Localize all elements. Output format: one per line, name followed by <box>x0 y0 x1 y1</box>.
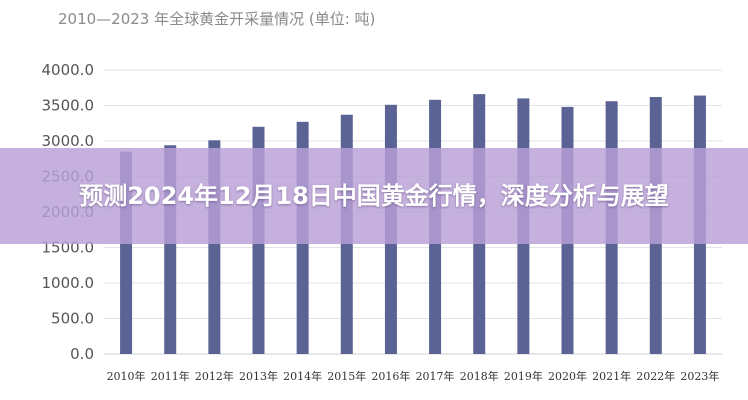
x-axis-tick-labels: 2010年 2011年 2012年 2013年 2014年 2015年 2016年 2017年… <box>107 369 720 383</box>
x-tick-label: 2022年 <box>636 369 675 383</box>
y-tick-label: 0.0 <box>70 345 94 363</box>
x-tick-label: 2016年 <box>371 369 410 383</box>
x-tick-label: 2019年 <box>504 369 543 383</box>
x-tick-label: 2012年 <box>195 369 234 383</box>
y-tick-label: 3000.0 <box>42 132 95 150</box>
headline-text: 预测2024年12月18日中国黄金行情，深度分析与展望 <box>79 182 669 210</box>
y-tick-label: 500.0 <box>51 310 94 328</box>
x-tick-label: 2020年 <box>548 369 587 383</box>
x-tick-label: 2013年 <box>239 369 278 383</box>
chart-title: 2010—2023 年全球黄金开采量情况 (单位: 吨) <box>58 10 375 28</box>
x-tick-label: 2010年 <box>107 369 146 383</box>
x-tick-label: 2018年 <box>460 369 499 383</box>
x-tick-label: 2015年 <box>327 369 366 383</box>
x-tick-label: 2017年 <box>416 369 455 383</box>
headline-banner: 预测2024年12月18日中国黄金行情，深度分析与展望 <box>0 148 748 244</box>
x-tick-label: 2014年 <box>283 369 322 383</box>
y-tick-label: 3500.0 <box>42 97 95 115</box>
x-tick-label: 2011年 <box>151 369 190 383</box>
y-tick-label: 1000.0 <box>42 274 95 292</box>
x-tick-label: 2023年 <box>680 369 719 383</box>
y-tick-label: 4000.0 <box>42 61 95 79</box>
x-tick-label: 2021年 <box>592 369 631 383</box>
